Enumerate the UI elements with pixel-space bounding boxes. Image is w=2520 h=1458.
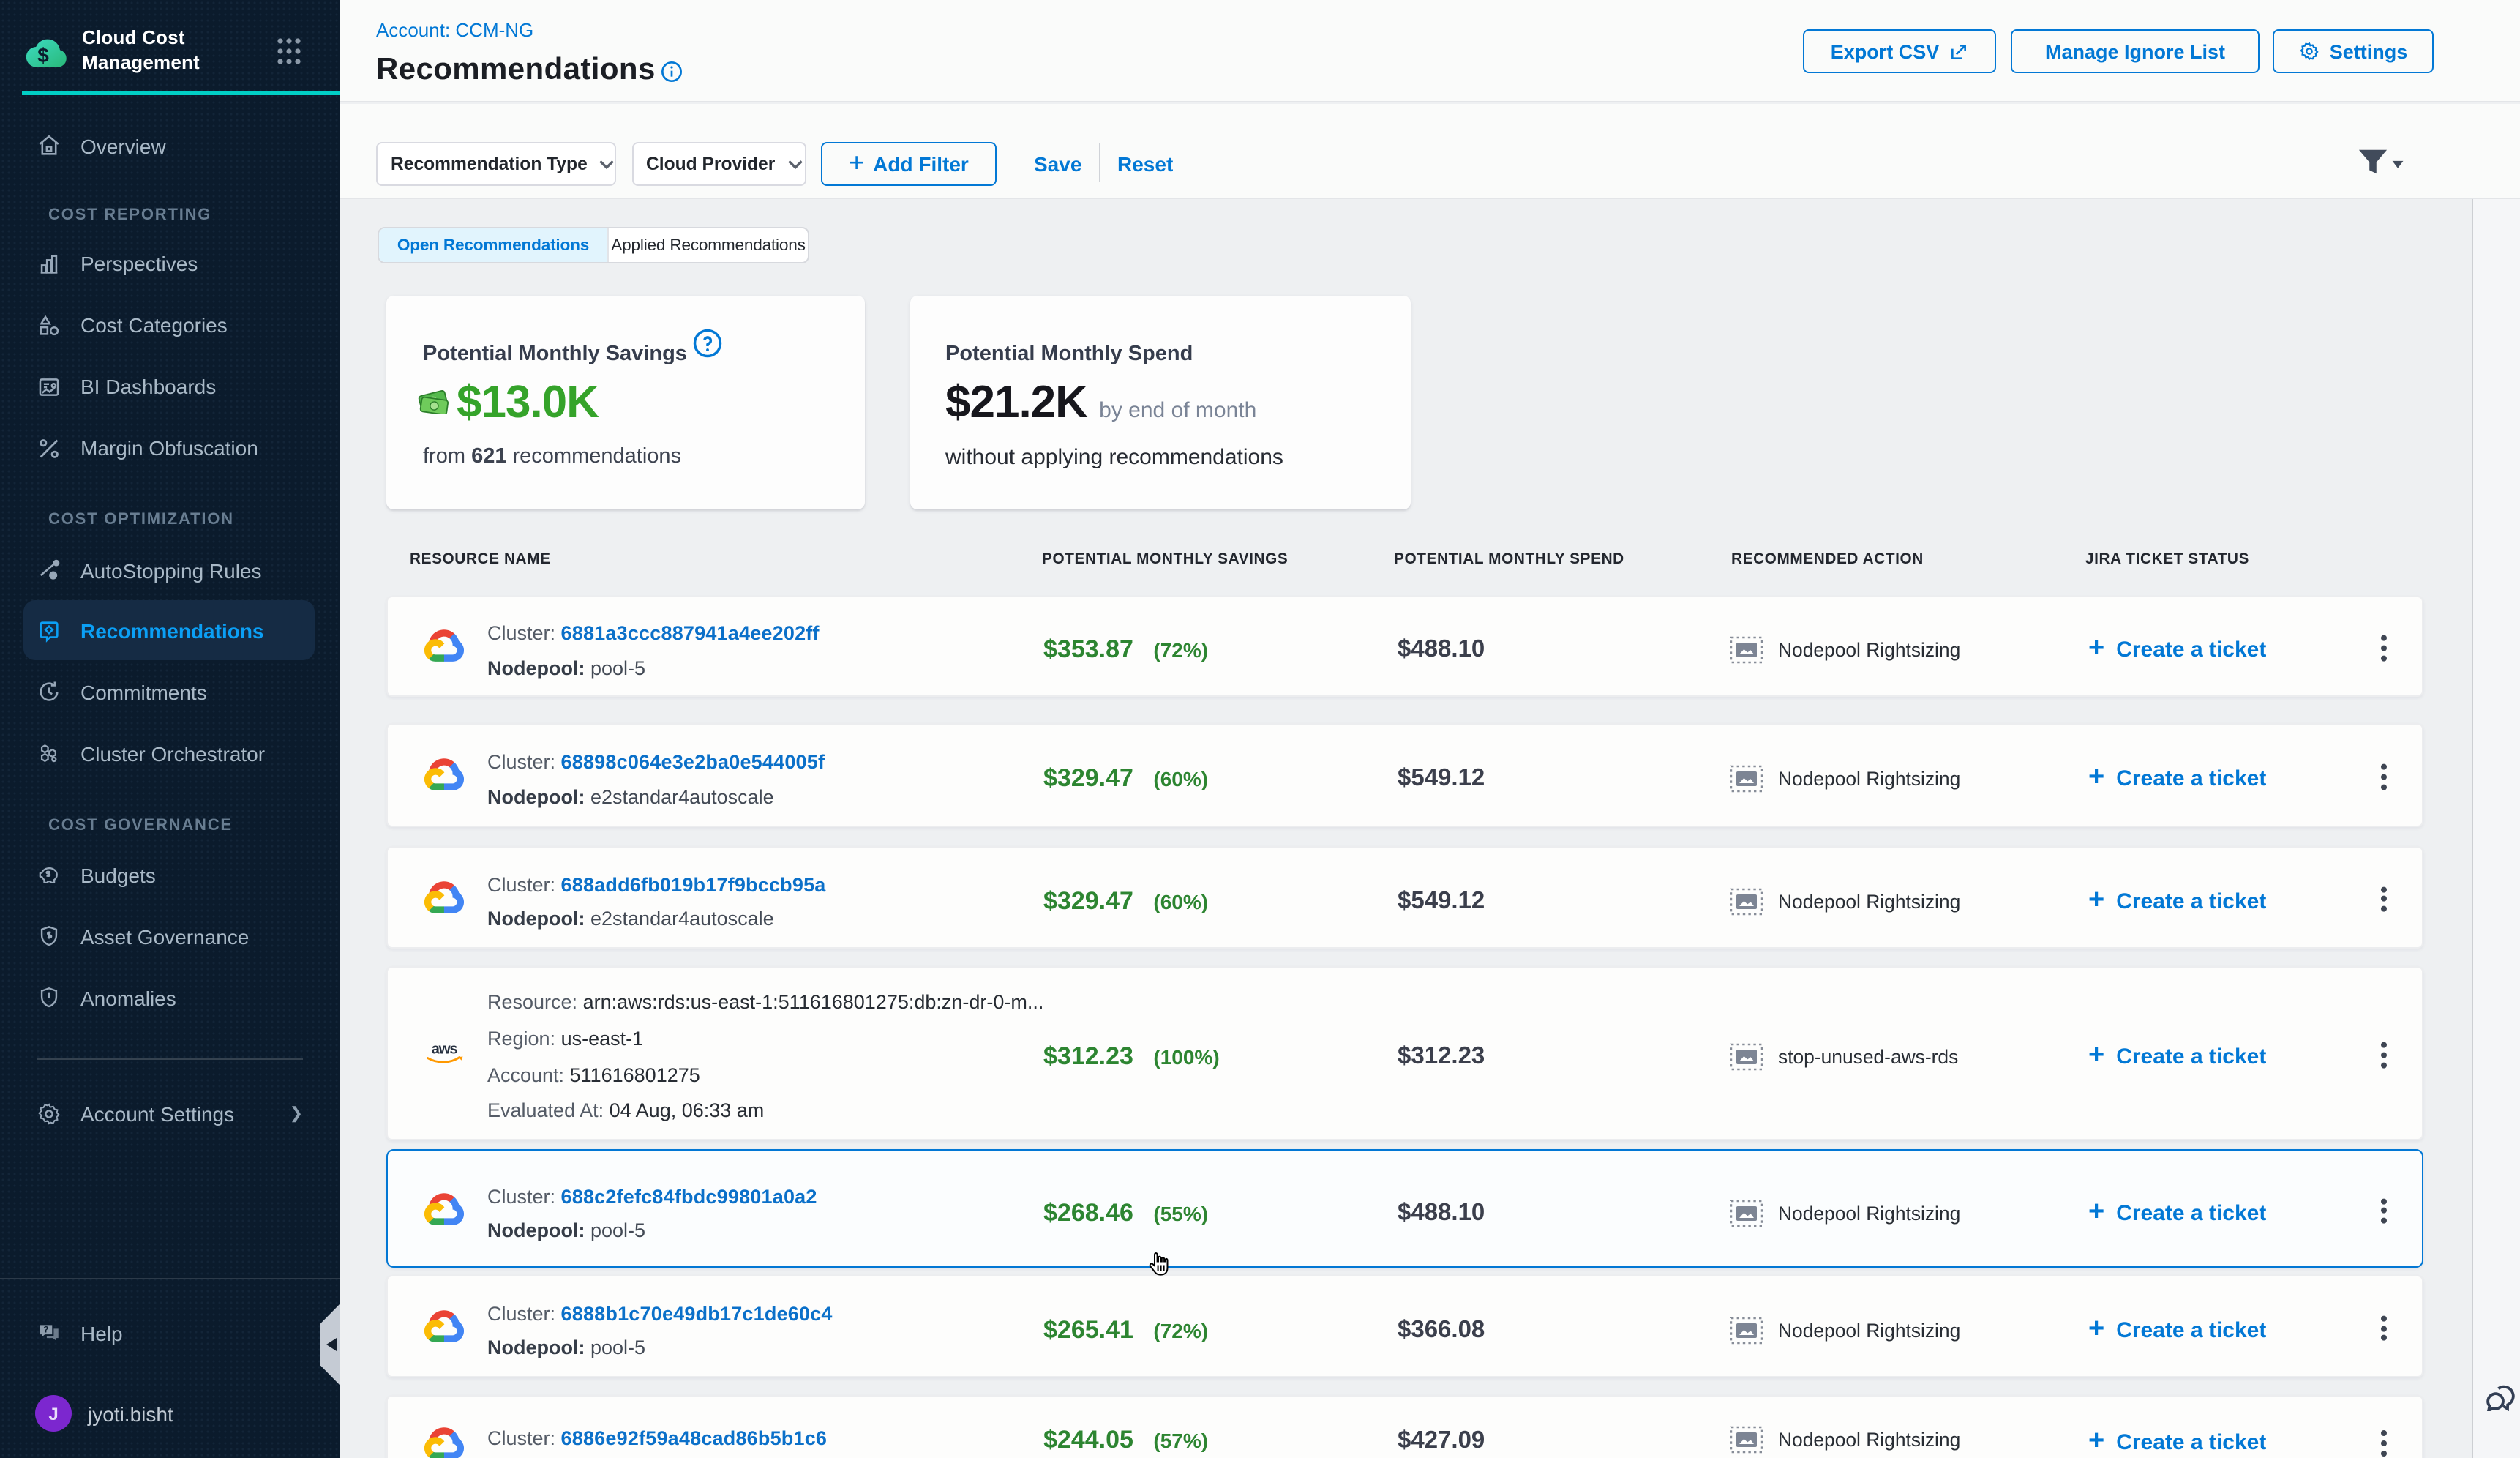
svg-text:aws: aws: [432, 1041, 458, 1058]
svg-text:$: $: [37, 44, 49, 67]
svg-text:?: ?: [43, 1324, 48, 1334]
